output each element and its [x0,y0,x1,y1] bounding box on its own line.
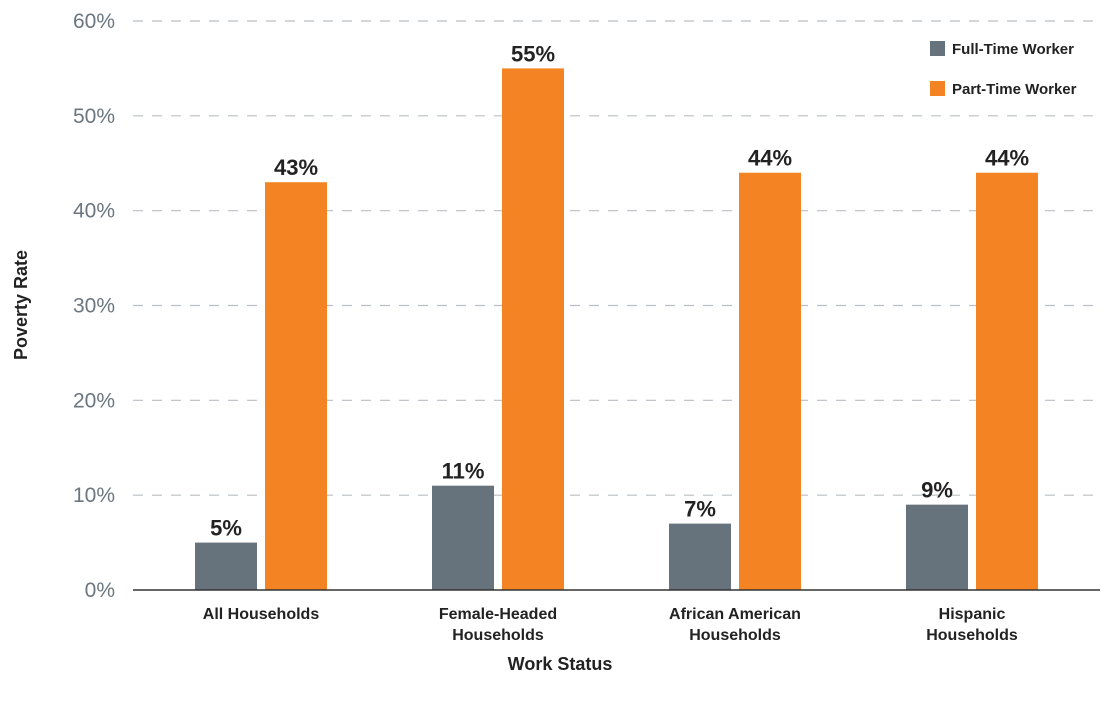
bar-full-time-1 [432,485,494,590]
y-tick-label-60: 60% [73,10,115,33]
legend: Full-Time Worker Part-Time Worker [930,41,1077,98]
y-tick-label-40: 40% [73,200,115,223]
data-labels: 5% 11% 7% 9% 43% 55% 44% 44% [210,41,1029,540]
bar-part-time-1 [502,68,564,590]
y-tick-label-10: 10% [73,484,115,507]
x-category-label-0: All Households [203,606,320,623]
data-label-full-time-1: 11% [442,459,485,484]
bar-full-time-3 [906,504,968,590]
y-tick-label-20: 20% [73,389,115,412]
y-tick-label-30: 30% [73,295,115,318]
bar-full-time-2 [669,523,731,590]
data-label-full-time-0: 5% [210,516,242,541]
data-label-full-time-2: 7% [684,497,716,522]
y-axis-ticks: 0% 10% 20% 30% 40% 50% 60% [73,10,115,602]
legend-swatch-full-time [930,41,945,56]
bar-part-time-2 [739,172,801,590]
data-label-full-time-3: 9% [921,478,953,503]
legend-label-full-time: Full-Time Worker [952,41,1074,58]
y-axis-label: Poverty Rate [11,250,31,360]
y-tick-label-50: 50% [73,105,115,128]
legend-swatch-part-time [930,81,945,96]
x-axis-label: Work Status [508,654,613,674]
data-label-part-time-1: 55% [511,41,555,66]
x-category-label-1: Female-Headed Households [439,606,557,644]
x-category-label-3: Hispanic Households [926,606,1018,644]
bar-full-time-0 [195,542,257,590]
bar-part-time-3 [976,172,1038,590]
data-label-part-time-2: 44% [748,146,792,171]
bars [195,68,1038,590]
bar-part-time-0 [265,182,327,590]
x-category-label-2: African American Households [669,606,801,644]
y-tick-label-0: 0% [85,579,115,602]
x-axis-categories: All Households Female-Headed Households Afr… [203,606,1018,644]
data-label-part-time-3: 44% [985,146,1029,171]
legend-label-part-time: Part-Time Worker [952,81,1077,98]
data-label-part-time-0: 43% [274,155,318,180]
